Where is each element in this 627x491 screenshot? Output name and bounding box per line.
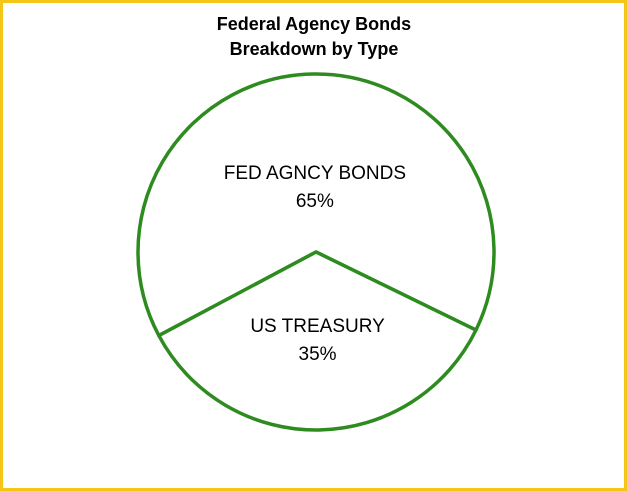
chart-title: Federal Agency Bonds: [217, 14, 411, 34]
chart-title: Breakdown by Type: [230, 39, 399, 59]
slice-label: US TREASURY: [250, 316, 385, 337]
slice-value: 35%: [299, 344, 337, 365]
slice-value: 65%: [296, 191, 334, 212]
pie-slice: [136, 72, 496, 338]
slice-label: FED AGNCY BONDS: [224, 163, 406, 184]
pie-slice: [157, 250, 478, 432]
